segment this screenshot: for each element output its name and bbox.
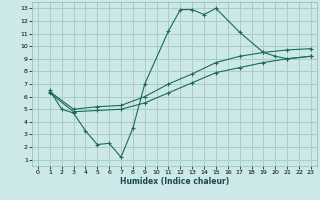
X-axis label: Humidex (Indice chaleur): Humidex (Indice chaleur)	[120, 177, 229, 186]
